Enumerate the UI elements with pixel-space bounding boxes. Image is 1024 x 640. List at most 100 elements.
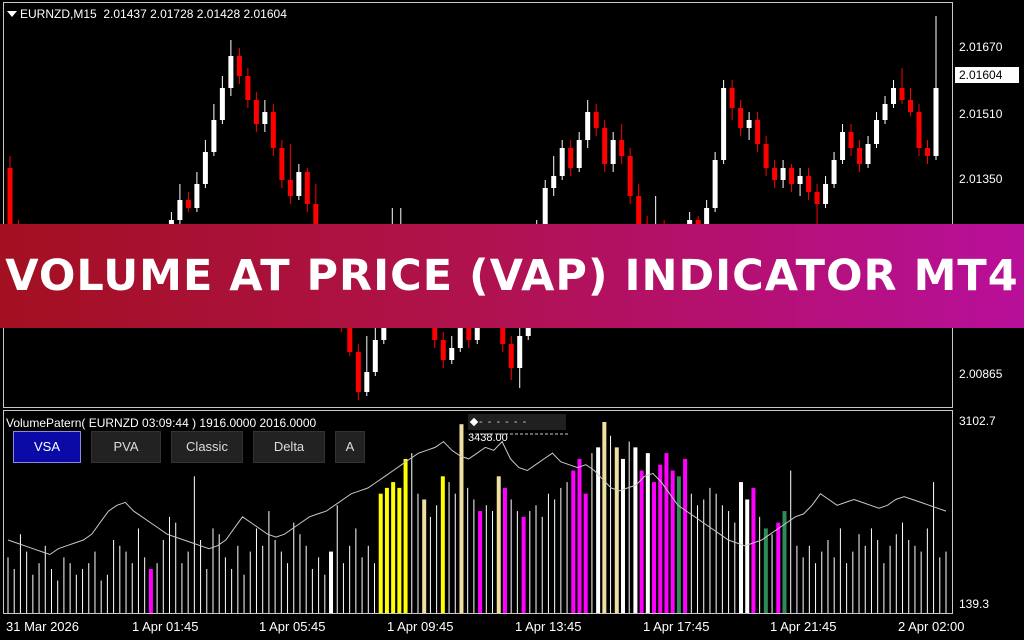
bearish-candle <box>466 328 472 340</box>
volume-bar <box>57 580 59 613</box>
volume-bar <box>342 563 344 613</box>
bullish-candle <box>823 184 829 204</box>
volume-bar <box>287 563 289 613</box>
classic-button[interactable]: Classic <box>171 431 243 463</box>
volume-bar <box>175 522 177 613</box>
bearish-candle <box>636 196 642 224</box>
time-axis-label: 1 Apr 09:45 <box>387 619 454 634</box>
volume-bar <box>255 528 257 613</box>
current-price-tag: 2.01604 <box>955 67 1019 83</box>
volume-bar-highlight <box>521 516 526 613</box>
bullish-candle <box>372 340 378 372</box>
bearish-candle <box>899 88 905 100</box>
bearish-candle <box>619 140 625 156</box>
bearish-candle <box>347 324 353 352</box>
volume-bar-highlight <box>577 458 582 613</box>
bullish-candle <box>610 140 616 164</box>
bearish-candle <box>763 144 769 168</box>
volume-bar <box>628 441 630 613</box>
volume-bar <box>802 557 804 613</box>
bullish-candle <box>797 176 803 184</box>
bullish-candle <box>474 316 480 340</box>
vsa-button[interactable]: VSA <box>13 431 81 463</box>
bearish-candle <box>738 108 744 128</box>
volume-bar-highlight <box>422 499 427 613</box>
symbol-info: EURNZD,M15 2.01437 2.01728 2.01428 2.016… <box>20 7 287 21</box>
volume-axis-max: 3102.7 <box>959 414 996 428</box>
pva-button[interactable]: PVA <box>91 431 161 463</box>
volume-bar-highlight <box>620 458 625 613</box>
delta-button[interactable]: Delta <box>253 431 325 463</box>
bearish-candle <box>602 128 608 164</box>
bearish-candle <box>279 148 285 180</box>
volume-bar-highlight <box>664 453 669 613</box>
volume-indicator-pane[interactable] <box>3 410 953 614</box>
hline-value: 3438.00 <box>468 432 508 444</box>
volume-bar <box>697 505 699 613</box>
title-banner: VOLUME AT PRICE (VAP) INDICATOR MT4 <box>0 224 1024 328</box>
horizontal-line-label[interactable]: - - - - - - 3438.00 <box>468 414 566 444</box>
volume-bar <box>827 540 829 613</box>
bearish-candle <box>355 352 361 392</box>
volume-bar <box>908 540 910 613</box>
volume-bar <box>926 528 928 613</box>
bearish-candle <box>848 132 854 148</box>
volume-bar <box>50 568 52 613</box>
bearish-candle <box>755 120 761 144</box>
volume-bar <box>162 540 164 613</box>
volume-axis[interactable]: 3102.7 139.3 <box>953 410 1024 614</box>
price-chart-pane[interactable] <box>3 2 953 408</box>
bullish-candle <box>704 208 710 232</box>
time-axis-label: 31 Mar 2026 <box>6 619 79 634</box>
volume-bar-highlight <box>378 493 383 613</box>
bullish-candle <box>194 184 200 208</box>
bullish-candle <box>262 112 268 124</box>
volume-bar <box>690 493 692 613</box>
volume-bar <box>852 551 854 613</box>
indicator-mode-buttons: VSA PVA Classic Delta A <box>13 431 365 463</box>
volume-bar <box>274 540 276 613</box>
bearish-candle <box>500 312 506 344</box>
bearish-candle <box>857 148 863 164</box>
volume-bar <box>305 545 307 613</box>
volume-bar <box>566 482 568 613</box>
bearish-candle <box>7 168 13 228</box>
volume-bar-highlight <box>496 476 501 613</box>
volume-bar <box>243 574 245 613</box>
volume-bar <box>821 551 823 613</box>
bullish-candle <box>364 372 370 392</box>
volume-bar-highlight <box>652 482 657 613</box>
volume-bar <box>125 551 127 613</box>
volume-bar <box>100 580 102 613</box>
volume-bar-highlight <box>776 522 781 613</box>
volume-bar-highlight <box>763 528 768 613</box>
volume-bar-highlight <box>676 476 681 613</box>
volume-bar <box>796 545 798 613</box>
price-axis[interactable]: 2.01670 2.01510 2.01350 2.00865 <box>953 0 1024 408</box>
volume-bar-highlight <box>583 493 588 613</box>
volume-bar <box>324 574 326 613</box>
volume-bar <box>119 545 121 613</box>
bullish-candle <box>551 176 557 188</box>
bullish-candle <box>585 112 591 140</box>
volume-bar-highlight <box>571 470 576 613</box>
volume-bar <box>759 516 761 613</box>
bullish-candle <box>746 120 752 128</box>
hline-handle-icon[interactable] <box>469 417 479 427</box>
volume-bar-highlight <box>403 458 408 613</box>
volume-bar-highlight <box>782 511 787 613</box>
a-button[interactable]: A <box>335 431 365 463</box>
volume-bar-highlight <box>633 447 638 613</box>
bearish-candle <box>508 344 514 368</box>
volume-bar <box>547 493 549 613</box>
chart-menu-triangle-icon[interactable] <box>7 11 17 17</box>
price-axis-label: 2.01670 <box>959 40 1003 54</box>
price-axis-label: 2.00865 <box>959 367 1003 381</box>
volume-bar <box>815 563 817 613</box>
volume-bar <box>709 487 711 613</box>
volume-bar <box>249 551 251 613</box>
bearish-candle <box>432 320 438 340</box>
volume-bar <box>224 557 226 613</box>
time-axis[interactable]: 31 Mar 2026 1 Apr 01:45 1 Apr 05:45 1 Ap… <box>0 614 1024 640</box>
bullish-candle <box>177 200 183 220</box>
